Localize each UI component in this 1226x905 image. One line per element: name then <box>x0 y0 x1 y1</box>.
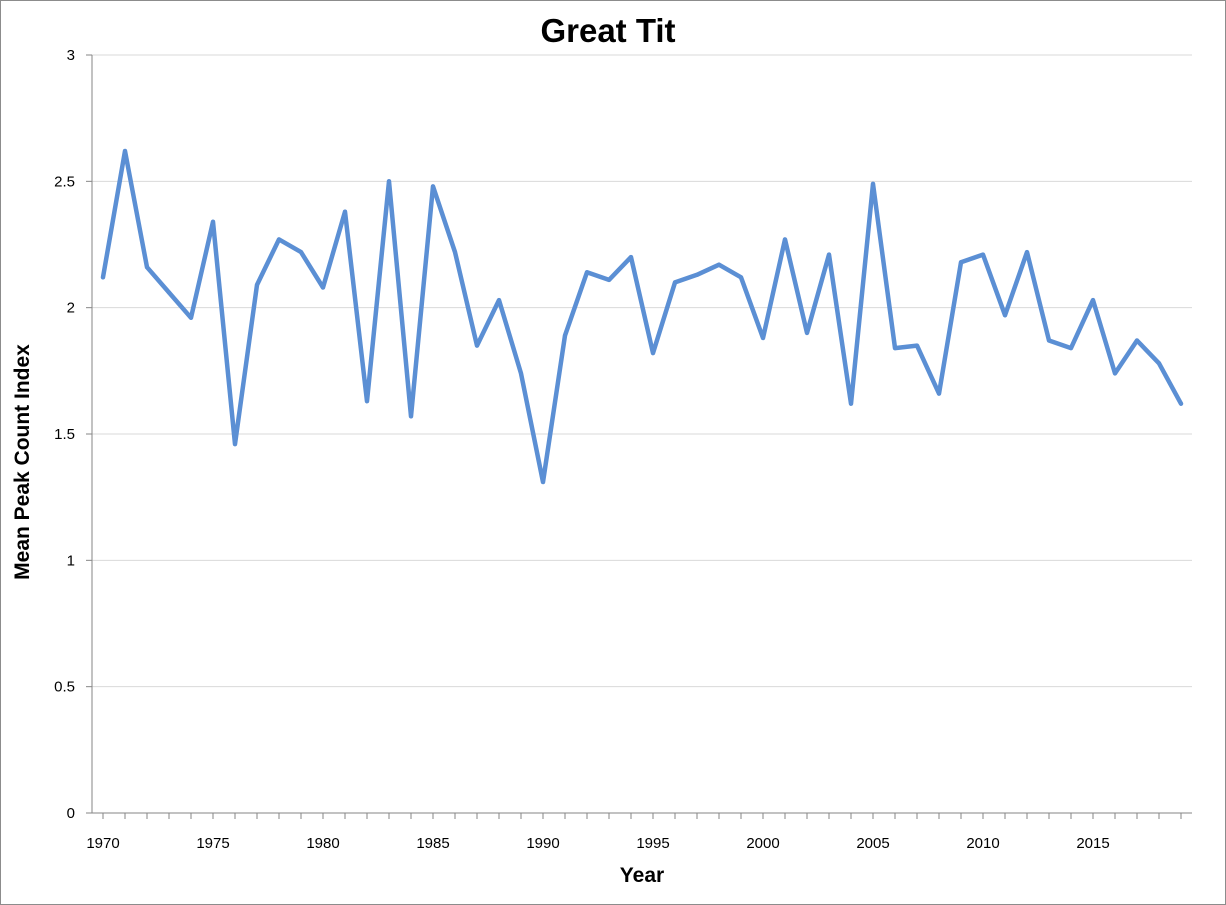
y-tick-label: 2 <box>67 300 75 317</box>
data-point <box>827 252 831 257</box>
data-point <box>695 272 699 277</box>
data-point <box>255 282 259 287</box>
data-point <box>409 414 413 419</box>
data-point <box>981 252 985 257</box>
data-point <box>739 275 743 280</box>
x-tick-label: 2005 <box>856 835 889 852</box>
data-point <box>871 181 875 186</box>
data-point <box>959 260 963 265</box>
data-point <box>497 298 501 303</box>
y-tick-label: 2.5 <box>54 173 75 190</box>
data-point <box>1113 371 1117 376</box>
y-axis-title: Mean Peak Count Index <box>11 344 34 580</box>
data-point <box>563 333 567 338</box>
data-point <box>761 335 765 340</box>
x-tick-label: 1985 <box>416 835 449 852</box>
y-tick-label: 3 <box>67 47 75 64</box>
data-point <box>123 149 127 154</box>
data-point <box>783 237 787 242</box>
series-group <box>100 148 1184 485</box>
data-point <box>1069 346 1073 351</box>
data-point <box>1091 298 1095 303</box>
y-tick-label: 0 <box>67 805 75 822</box>
x-tick-label: 2000 <box>746 835 779 852</box>
data-point <box>805 330 809 335</box>
x-tick-labels: 1970 1975 1980 1985 1990 1995 2000 2005 2010 2015 <box>86 835 1109 852</box>
data-point <box>189 315 193 320</box>
axes <box>86 54 1192 819</box>
data-point <box>233 442 237 447</box>
data-point <box>343 209 347 214</box>
data-point <box>145 265 149 270</box>
data-point <box>167 290 171 295</box>
data-point <box>915 343 919 348</box>
x-tick-label: 1980 <box>306 835 339 852</box>
data-point <box>673 280 677 285</box>
data-point <box>321 285 325 290</box>
data-point <box>1003 313 1007 318</box>
data-point <box>541 480 545 485</box>
y-tick-label: 1 <box>67 552 75 569</box>
data-point <box>277 237 281 242</box>
x-tick-label: 1970 <box>86 835 119 852</box>
y-tick-label: 1.5 <box>54 426 75 443</box>
data-point <box>299 250 303 255</box>
data-point <box>1047 338 1051 343</box>
data-point <box>629 255 633 260</box>
series-line <box>100 148 1184 485</box>
data-point <box>585 270 589 275</box>
data-point <box>1135 338 1139 343</box>
x-tick-label: 1990 <box>526 835 559 852</box>
data-point <box>1025 250 1029 255</box>
data-point <box>937 391 941 396</box>
data-point <box>519 371 523 376</box>
data-point <box>1179 401 1183 406</box>
data-point <box>365 399 369 404</box>
x-tick-label: 1995 <box>636 835 669 852</box>
x-tick-label: 2015 <box>1076 835 1109 852</box>
data-point <box>651 351 655 356</box>
x-tick-label: 2010 <box>966 835 999 852</box>
data-point <box>849 401 853 406</box>
data-point <box>431 184 435 189</box>
data-point <box>1157 361 1161 366</box>
data-point <box>475 343 479 348</box>
y-tick-labels: 0 0.5 1 1.5 2 2.5 3 <box>54 47 75 822</box>
chart-title: Great Tit <box>540 12 675 49</box>
x-tick-label: 1975 <box>196 835 229 852</box>
y-tick-label: 0.5 <box>54 679 75 696</box>
data-point <box>717 262 721 267</box>
x-axis-title: Year <box>620 864 664 887</box>
gridlines <box>92 54 1192 688</box>
data-point <box>893 346 897 351</box>
data-point <box>101 275 105 280</box>
data-point <box>453 250 457 255</box>
data-point <box>211 219 215 224</box>
data-point <box>607 277 611 282</box>
data-point <box>387 179 391 184</box>
